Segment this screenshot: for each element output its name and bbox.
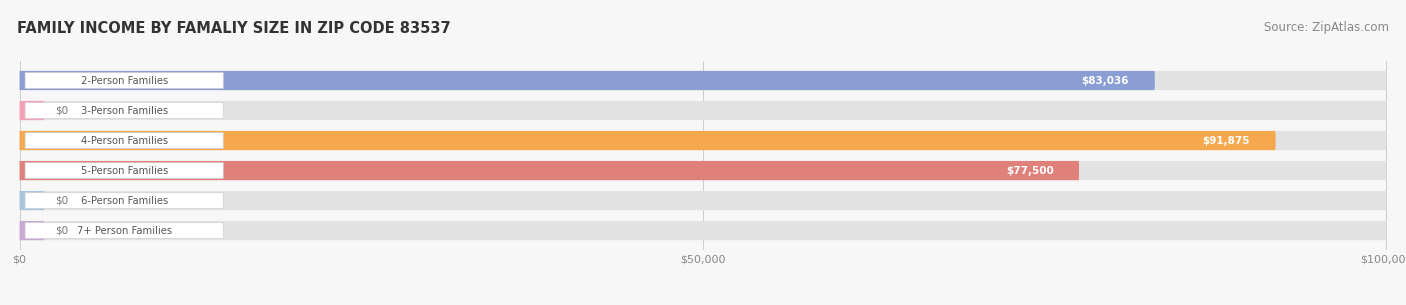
FancyBboxPatch shape [25, 133, 224, 149]
FancyBboxPatch shape [20, 191, 1386, 210]
Text: FAMILY INCOME BY FAMALIY SIZE IN ZIP CODE 83537: FAMILY INCOME BY FAMALIY SIZE IN ZIP COD… [17, 21, 450, 36]
Text: 7+ Person Families: 7+ Person Families [76, 226, 172, 235]
FancyBboxPatch shape [20, 191, 44, 210]
FancyBboxPatch shape [20, 161, 1386, 180]
FancyBboxPatch shape [20, 161, 1078, 180]
FancyBboxPatch shape [25, 103, 224, 118]
Text: $0: $0 [55, 226, 69, 235]
Text: $91,875: $91,875 [1202, 135, 1250, 145]
Text: $0: $0 [55, 196, 69, 206]
FancyBboxPatch shape [20, 131, 1386, 150]
Text: 2-Person Families: 2-Person Families [80, 76, 167, 85]
FancyBboxPatch shape [980, 164, 1078, 178]
Text: Source: ZipAtlas.com: Source: ZipAtlas.com [1264, 21, 1389, 34]
FancyBboxPatch shape [25, 223, 224, 239]
FancyBboxPatch shape [1177, 134, 1275, 147]
FancyBboxPatch shape [20, 71, 1154, 90]
FancyBboxPatch shape [25, 73, 224, 88]
Text: $83,036: $83,036 [1081, 76, 1129, 85]
FancyBboxPatch shape [20, 71, 1386, 90]
Text: 6-Person Families: 6-Person Families [80, 196, 167, 206]
FancyBboxPatch shape [20, 101, 1386, 120]
FancyBboxPatch shape [25, 163, 224, 178]
Text: 4-Person Families: 4-Person Families [80, 135, 167, 145]
FancyBboxPatch shape [20, 101, 44, 120]
FancyBboxPatch shape [25, 193, 224, 208]
FancyBboxPatch shape [1056, 74, 1154, 88]
Text: 3-Person Families: 3-Person Families [80, 106, 167, 116]
FancyBboxPatch shape [20, 221, 44, 240]
Text: $0: $0 [55, 106, 69, 116]
Text: 5-Person Families: 5-Person Families [80, 166, 167, 176]
FancyBboxPatch shape [20, 221, 1386, 240]
FancyBboxPatch shape [20, 131, 1275, 150]
Text: $77,500: $77,500 [1005, 166, 1053, 176]
